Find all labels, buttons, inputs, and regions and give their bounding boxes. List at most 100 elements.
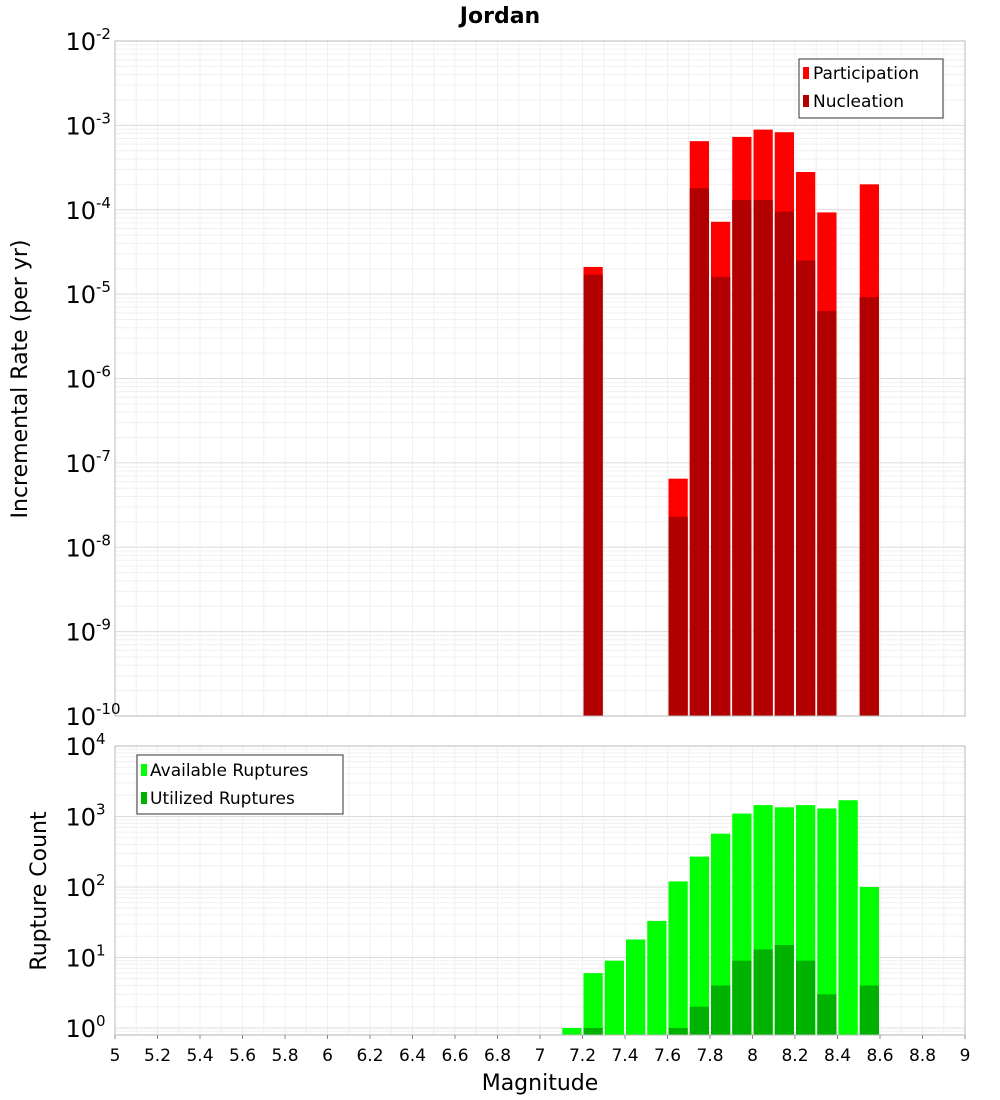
bottom-plot-bars xyxy=(562,800,879,1035)
chart-title: Jordan xyxy=(458,4,540,29)
top-y-tick-label: 10 xyxy=(65,197,96,225)
bottom-bar-utilized-ruptures xyxy=(711,985,731,1035)
top-y-tick-exponent: -8 xyxy=(96,531,111,549)
top-y-tick-exponent: -2 xyxy=(96,25,111,43)
top-y-tick-exponent: -7 xyxy=(96,447,111,465)
bottom-bar-utilized-ruptures xyxy=(859,985,879,1035)
x-tick-label: 7.2 xyxy=(569,1046,596,1066)
top-bar-nucleation xyxy=(711,276,731,716)
bottom-bar-available-ruptures xyxy=(711,833,731,1035)
x-tick-label: 8.8 xyxy=(909,1046,936,1066)
top-y-tick-label: 10 xyxy=(65,450,96,478)
bottom-y-tick-exponent: 0 xyxy=(96,1012,106,1030)
bottom-bar-available-ruptures xyxy=(668,881,688,1035)
x-tick-label: 8 xyxy=(747,1046,758,1066)
bottom-y-tick-label: 10 xyxy=(65,944,96,972)
top-bar-nucleation xyxy=(753,200,773,716)
x-tick-label: 5 xyxy=(110,1046,121,1066)
legend-label-participation: Participation xyxy=(813,64,919,84)
x-tick-label: 6.4 xyxy=(399,1046,426,1066)
x-tick-label: 6.6 xyxy=(441,1046,468,1066)
bottom-y-tick-label: 10 xyxy=(65,803,96,831)
x-tick-label: 8.6 xyxy=(866,1046,893,1066)
x-tick-label: 5.6 xyxy=(229,1046,256,1066)
bottom-bar-available-ruptures xyxy=(604,960,624,1035)
bottom-y-tick-exponent: 2 xyxy=(96,871,106,889)
x-axis-label: Magnitude xyxy=(482,1071,599,1096)
top-y-tick-label: 10 xyxy=(65,534,96,562)
bottom-legend[interactable]: Available Ruptures Utilized Ruptures xyxy=(136,754,344,815)
top-y-tick-exponent: -3 xyxy=(96,109,111,127)
bottom-y-tick-exponent: 3 xyxy=(96,800,106,818)
top-y-tick-exponent: -10 xyxy=(96,700,121,718)
top-y-tick-label: 10 xyxy=(65,112,96,140)
x-tick-label: 9 xyxy=(960,1046,971,1066)
bottom-bar-available-ruptures xyxy=(817,808,837,1035)
bottom-y-tick-label: 10 xyxy=(65,1015,96,1043)
x-tick-label: 7.6 xyxy=(654,1046,681,1066)
bottom-bar-available-ruptures xyxy=(838,800,858,1035)
top-bar-nucleation xyxy=(668,516,688,716)
bottom-bar-available-ruptures xyxy=(647,920,667,1035)
top-y-tick-label: 10 xyxy=(65,281,96,309)
bottom-bar-utilized-ruptures xyxy=(817,994,837,1035)
legend-swatch-available-ruptures xyxy=(141,764,147,776)
legend-label-nucleation: Nucleation xyxy=(813,92,904,112)
x-tick-label: 5.2 xyxy=(144,1046,171,1066)
top-y-tick-exponent: -6 xyxy=(96,363,111,381)
top-plot-frame xyxy=(114,40,966,717)
bottom-bar-utilized-ruptures xyxy=(689,1006,709,1035)
bottom-bar-available-ruptures xyxy=(689,856,709,1035)
top-bar-nucleation xyxy=(774,211,794,716)
bottom-y-tick-label: 10 xyxy=(65,733,96,761)
x-tick-label: 8.2 xyxy=(781,1046,808,1066)
top-legend[interactable]: Participation Nucleation xyxy=(798,58,944,119)
bottom-bar-utilized-ruptures xyxy=(583,1027,603,1035)
top-y-tick-exponent: -9 xyxy=(96,616,111,634)
x-tick-label: 7.8 xyxy=(696,1046,723,1066)
top-plot-bars xyxy=(583,129,879,717)
top-bar-nucleation xyxy=(689,188,709,717)
bottom-bar-utilized-ruptures xyxy=(732,960,752,1035)
x-tick-label: 6 xyxy=(322,1046,333,1066)
bottom-y-tick-exponent: 4 xyxy=(96,730,106,748)
top-y-tick-label: 10 xyxy=(65,619,96,647)
x-tick-label: 6.8 xyxy=(484,1046,511,1066)
top-y-tick-label: 10 xyxy=(65,28,96,56)
legend-label-available-ruptures: Available Ruptures xyxy=(150,761,308,781)
top-legend-box xyxy=(798,58,944,119)
top-y-tick-exponent: -4 xyxy=(96,194,111,212)
top-plot-grid xyxy=(115,41,965,716)
x-tick-label: 7 xyxy=(535,1046,546,1066)
bottom-y-axis-label: Rupture Count xyxy=(27,811,52,971)
bottom-y-tick-exponent: 1 xyxy=(96,941,106,959)
bottom-y-tick-label: 10 xyxy=(65,874,96,902)
bottom-bar-utilized-ruptures xyxy=(668,1027,688,1035)
legend-label-utilized-ruptures: Utilized Ruptures xyxy=(150,789,295,809)
top-bar-nucleation xyxy=(583,274,603,716)
bottom-bar-utilized-ruptures xyxy=(753,949,773,1035)
top-plot-y-ticks: 10-210-310-410-510-610-710-810-910-10 xyxy=(65,25,120,731)
x-tick-label: 6.2 xyxy=(356,1046,383,1066)
top-y-tick-exponent: -5 xyxy=(96,278,111,296)
legend-swatch-nucleation xyxy=(803,95,809,107)
top-bar-nucleation xyxy=(859,297,879,716)
bottom-bar-utilized-ruptures xyxy=(774,945,794,1035)
x-tick-label: 5.4 xyxy=(186,1046,213,1066)
top-y-axis-label: Incremental Rate (per yr) xyxy=(8,240,33,519)
bottom-bar-utilized-ruptures xyxy=(796,960,816,1035)
x-tick-label: 7.4 xyxy=(611,1046,638,1066)
bottom-legend-box xyxy=(136,754,344,815)
legend-swatch-participation xyxy=(803,67,809,79)
x-tick-label: 8.4 xyxy=(824,1046,851,1066)
top-bar-nucleation xyxy=(796,260,816,716)
x-tick-label: 5.8 xyxy=(271,1046,298,1066)
bottom-bar-available-ruptures xyxy=(562,1027,582,1035)
top-bar-nucleation xyxy=(817,311,837,716)
top-y-tick-label: 10 xyxy=(65,366,96,394)
top-plot: 10-210-310-410-510-610-710-810-910-10 In… xyxy=(8,25,966,731)
bottom-bar-available-ruptures xyxy=(583,973,603,1035)
bottom-bar-available-ruptures xyxy=(626,939,646,1035)
